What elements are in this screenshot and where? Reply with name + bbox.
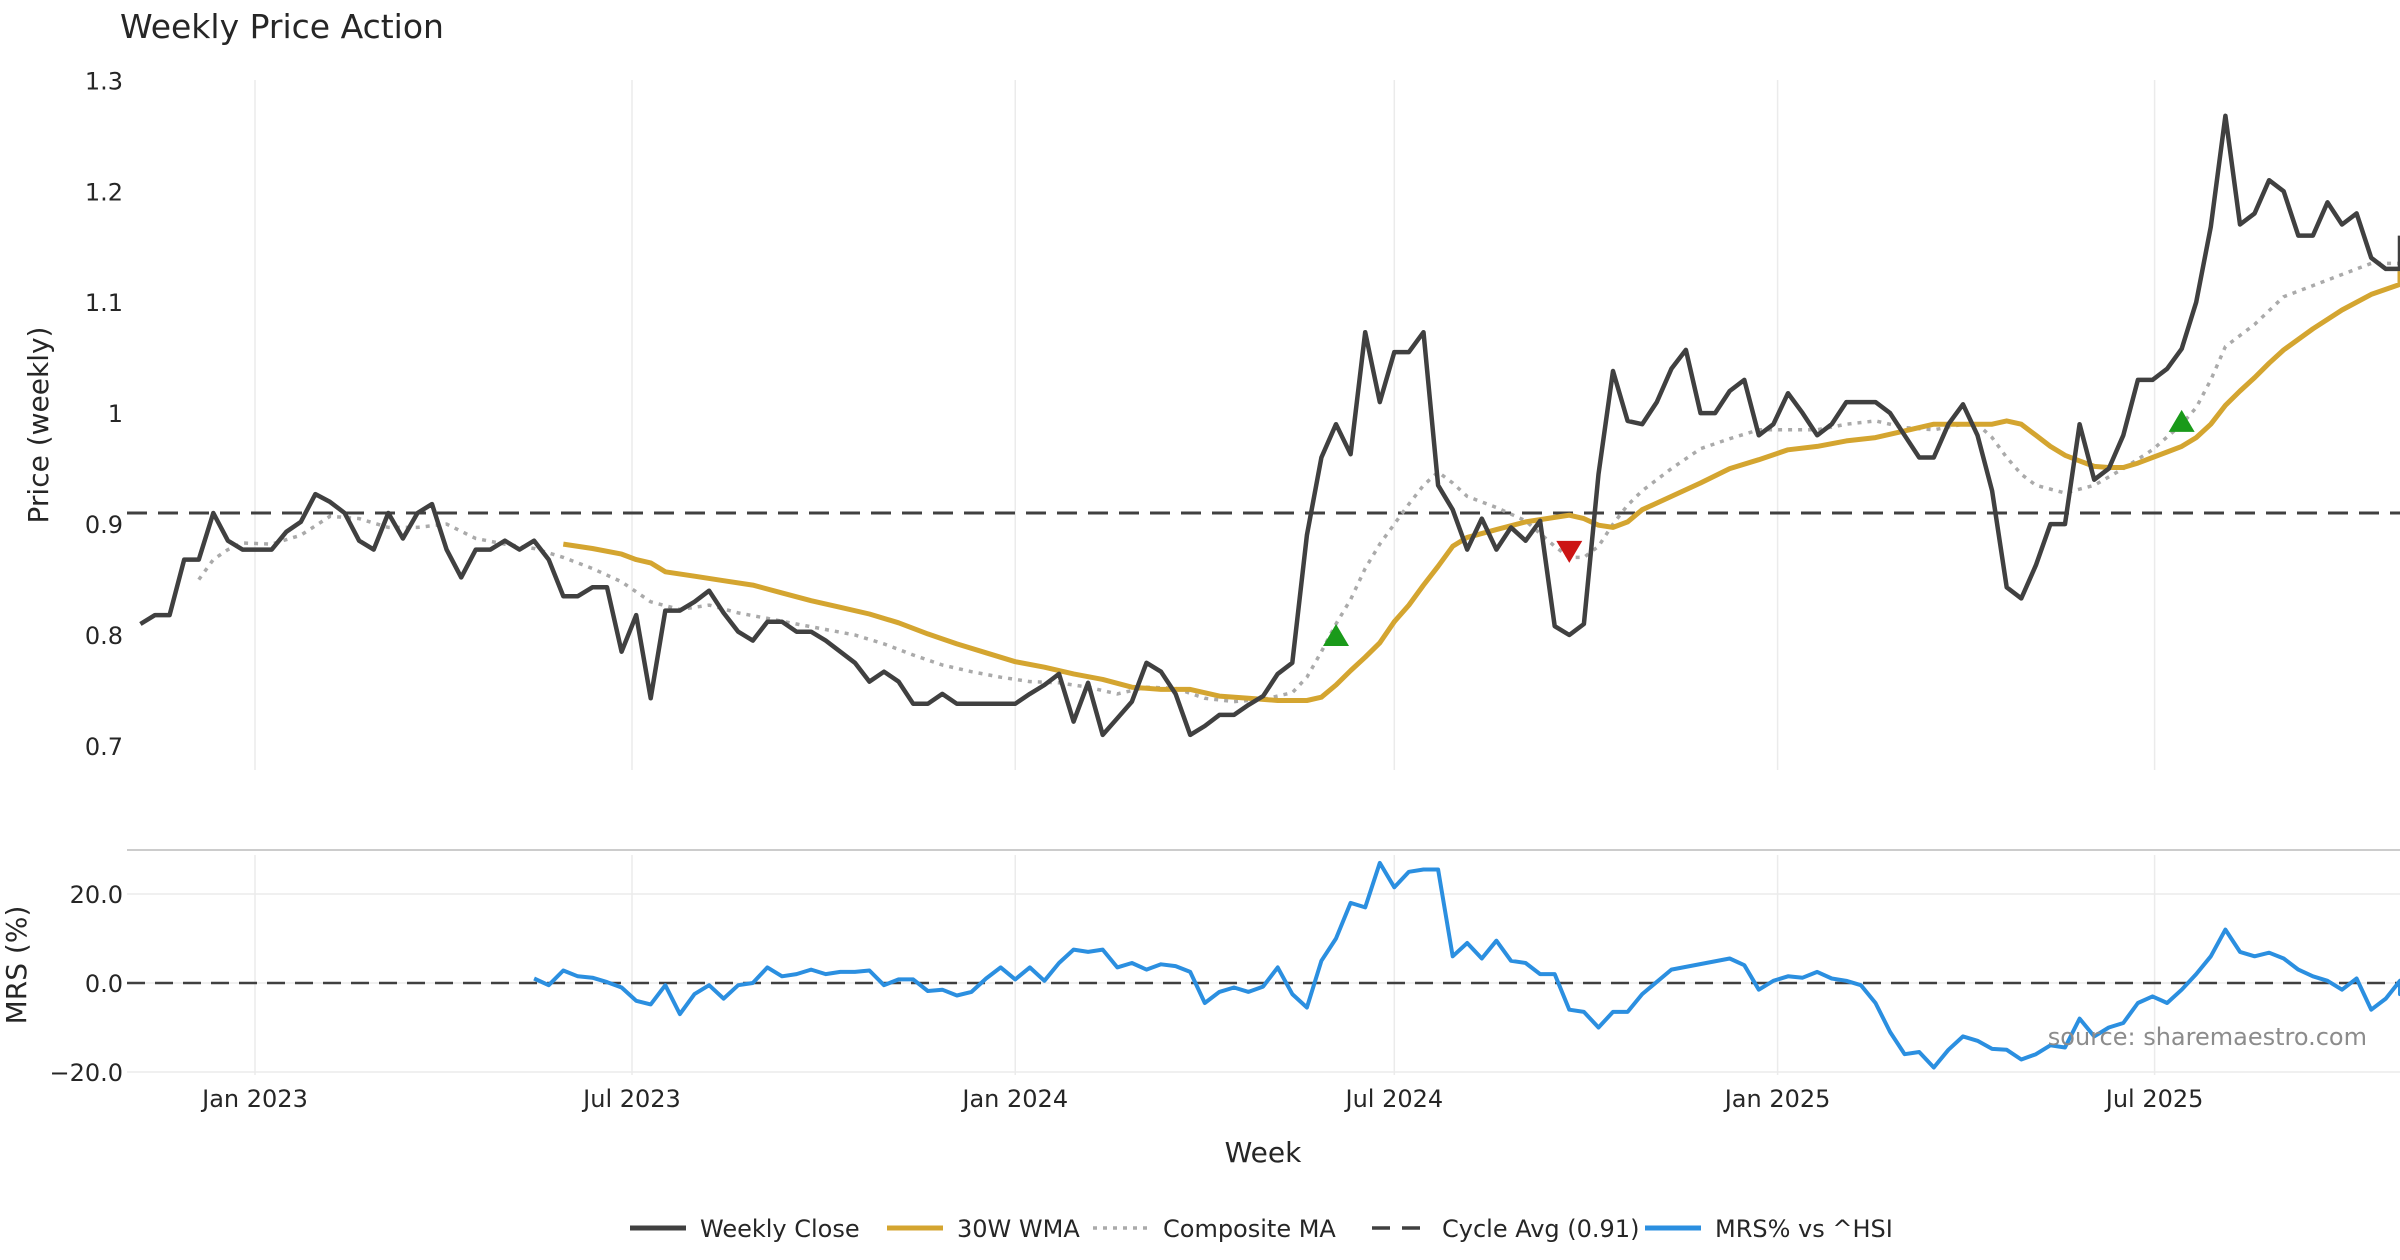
price-y-tick-label: 1.2 [85,178,123,206]
price-y-axis-label: Price (weekly) [22,327,55,524]
x-tick-label: Jan 2025 [1723,1085,1831,1113]
source-note: source: sharemaestro.com [2048,1023,2367,1051]
price-y-tick-label: 1.1 [85,289,123,317]
signal-markers [1323,409,2195,647]
x-ticks: Jan 2023 Jul 2023 Jan 2024 Jul 2024 Jan 2025… [200,1085,2203,1113]
x-tick-label: Jul 2025 [2104,1085,2204,1113]
mrs-y-tick-label: −20.0 [49,1059,123,1087]
price-y-ticks: 0.7 0.8 0.9 1 1.1 1.2 1.3 [85,67,123,761]
series-line-weekly-close [139,113,2400,738]
mrs-y-ticks: −20.0 0.0 20.0 [49,881,123,1087]
legend-label: Cycle Avg (0.91) [1442,1215,1639,1243]
legend-label: Weekly Close [700,1215,860,1243]
price-y-tick-label: 1.3 [85,67,123,95]
series-line-mrs [533,860,2400,1070]
x-axis-label: Week [1225,1136,1302,1169]
x-tick-label: Jan 2023 [200,1085,308,1113]
legend: Weekly Close 30W WMA Composite MA Cycle Avg… [630,1215,1893,1243]
chart-title: Weekly Price Action [120,7,444,46]
legend-label: MRS% vs ^HSI [1715,1215,1893,1243]
sell-signal-marker [1556,540,1583,563]
series-line-composite-ma [197,261,2400,704]
legend-label: Composite MA [1163,1215,1336,1243]
x-tick-label: Jan 2024 [960,1085,1068,1113]
x-tick-label: Jul 2024 [1343,1085,1443,1113]
price-y-tick-label: 0.9 [85,511,123,539]
price-y-tick-label: 0.8 [85,622,123,650]
price-grid [254,80,2156,770]
price-y-tick-label: 0.7 [85,733,123,761]
buy-signal-marker [2168,409,2195,432]
legend-label: 30W WMA [957,1215,1080,1243]
price-y-tick-label: 1 [108,400,123,428]
mrs-y-tick-label: 20.0 [70,881,123,909]
series-line-30w-wma [562,271,2400,703]
mrs-y-axis-label: MRS (%) [0,906,33,1025]
buy-signal-marker [1323,624,1350,647]
x-tick-label: Jul 2023 [581,1085,681,1113]
mrs-y-tick-label: 0.0 [85,970,123,998]
